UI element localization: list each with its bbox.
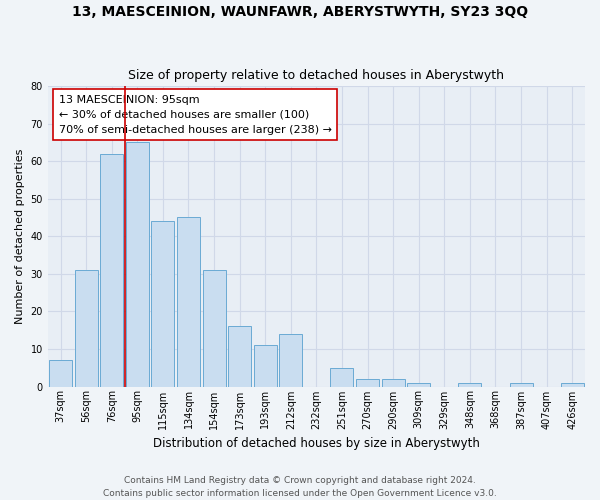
Bar [509,383,533,386]
Bar [151,221,175,386]
Bar [74,270,98,386]
Bar [49,360,72,386]
Text: 13, MAESCEINION, WAUNFAWR, ABERYSTWYTH, SY23 3QQ: 13, MAESCEINION, WAUNFAWR, ABERYSTWYTH, … [72,5,528,19]
Bar [100,154,123,386]
Bar [560,383,584,386]
Y-axis label: Number of detached properties: Number of detached properties [15,148,25,324]
X-axis label: Distribution of detached houses by size in Aberystwyth: Distribution of detached houses by size … [153,437,480,450]
Bar [356,379,379,386]
Text: 13 MAESCEINION: 95sqm
← 30% of detached houses are smaller (100)
70% of semi-det: 13 MAESCEINION: 95sqm ← 30% of detached … [59,95,332,134]
Bar [177,218,200,386]
Bar [331,368,353,386]
Bar [407,383,430,386]
Bar [254,345,277,387]
Text: Contains HM Land Registry data © Crown copyright and database right 2024.
Contai: Contains HM Land Registry data © Crown c… [103,476,497,498]
Title: Size of property relative to detached houses in Aberystwyth: Size of property relative to detached ho… [128,69,505,82]
Bar [382,379,404,386]
Bar [228,326,251,386]
Bar [458,383,481,386]
Bar [203,270,226,386]
Bar [126,142,149,386]
Bar [280,334,302,386]
